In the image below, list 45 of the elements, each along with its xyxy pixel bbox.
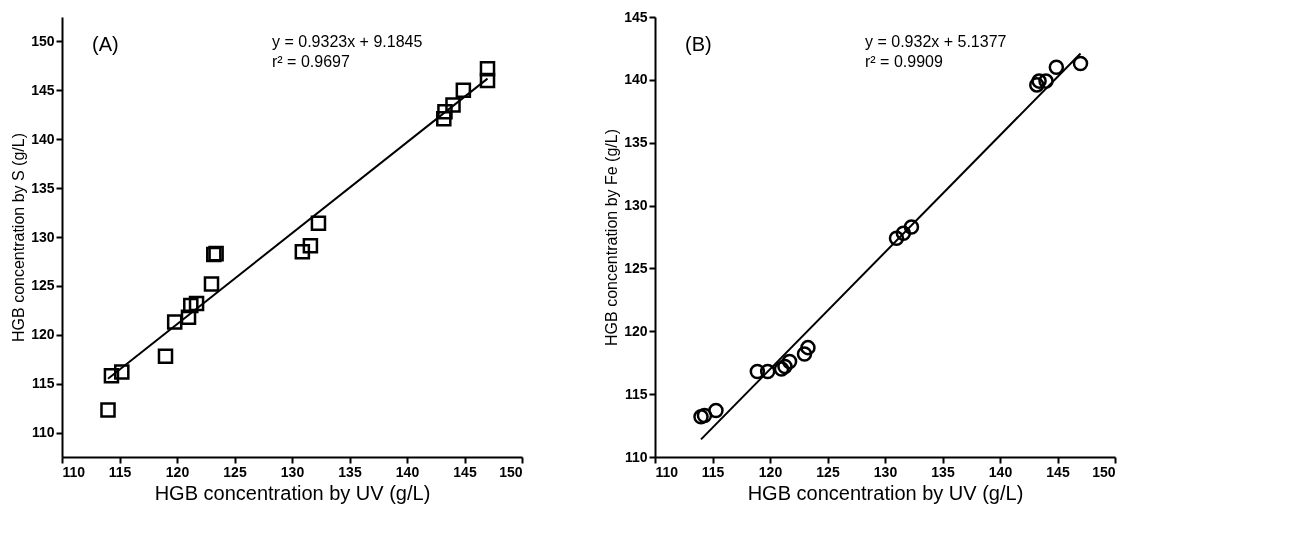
x-axis-title: HGB concentration by UV (g/L)	[747, 481, 1024, 504]
x-tick-label: 140	[988, 463, 1013, 480]
x-tick-label: 120	[165, 463, 190, 480]
y-tick-label: 140	[624, 71, 648, 88]
x-tick-label: 115	[108, 463, 132, 480]
annotation: y = 0.9323x + 9.1845	[272, 33, 423, 50]
x-tick-label: 110	[655, 463, 679, 480]
y-tick-label: 120	[624, 322, 648, 339]
y-tick-label: 135	[31, 179, 55, 196]
annotation: r² = 0.9909	[865, 53, 943, 70]
y-tick-label: 135	[624, 134, 648, 151]
x-tick-label: 110	[62, 463, 86, 480]
y-tick-label: 110	[624, 448, 648, 465]
x-tick-label: 130	[280, 463, 305, 480]
annotation: r² = 0.9697	[272, 53, 350, 70]
y-tick-label: 125	[624, 259, 648, 276]
x-axis-title: HGB concentration by UV (g/L)	[154, 481, 431, 504]
x-tick-label: 130	[873, 463, 898, 480]
x-tick-label: 125	[816, 463, 840, 480]
y-tick-label: 110	[31, 424, 55, 441]
annotation: (B)	[685, 33, 712, 55]
annotation: (A)	[92, 33, 119, 55]
x-tick-label: 150	[499, 463, 523, 480]
y-tick-label: 140	[31, 130, 55, 147]
x-tick-label: 135	[931, 463, 955, 480]
y-axis-title: HGB concentration by Fe (g/L)	[603, 129, 621, 346]
x-tick-label: 150	[1092, 463, 1116, 480]
x-tick-label: 145	[1046, 463, 1070, 480]
y-tick-label: 145	[31, 81, 55, 98]
x-tick-label: 140	[395, 463, 420, 480]
y-tick-label: 150	[31, 32, 55, 49]
y-tick-label: 115	[624, 385, 648, 402]
x-tick-label: 145	[453, 463, 477, 480]
annotation: y = 0.932x + 5.1377	[865, 33, 1007, 50]
y-axis-title: HGB concentration by S (g/L)	[10, 133, 28, 342]
y-tick-label: 145	[624, 8, 648, 25]
x-tick-label: 115	[701, 463, 725, 480]
y-tick-label: 115	[31, 375, 55, 392]
y-tick-label: 120	[31, 326, 55, 343]
x-tick-label: 125	[223, 463, 247, 480]
y-tick-label: 130	[624, 197, 648, 214]
y-tick-label: 125	[31, 277, 55, 294]
x-tick-label: 120	[758, 463, 783, 480]
x-tick-label: 135	[338, 463, 362, 480]
y-tick-label: 130	[31, 228, 55, 245]
